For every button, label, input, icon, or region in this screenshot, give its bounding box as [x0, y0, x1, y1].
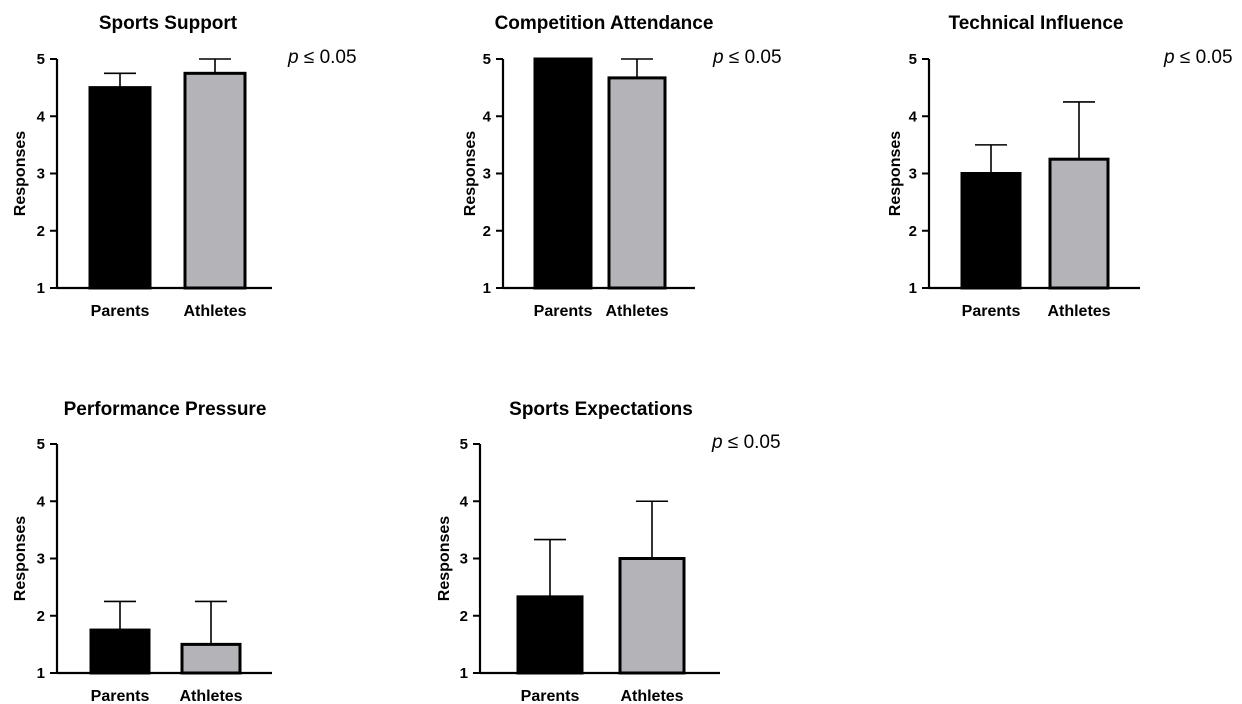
x-category-label: Athletes: [183, 303, 246, 320]
y-axis-title: Responses: [887, 131, 904, 216]
y-tick-label: 4: [37, 108, 46, 125]
y-tick-label: 1: [460, 665, 468, 682]
chart-title: Sports Expectations: [509, 399, 693, 420]
chart-title: Performance Pressure: [64, 399, 267, 420]
y-tick-label: 5: [460, 436, 468, 453]
chart-title: Sports Support: [99, 13, 238, 34]
x-category-label: Athletes: [1047, 303, 1110, 320]
y-tick-label: 2: [909, 223, 917, 240]
bar-parents: [533, 57, 593, 290]
bar-athletes: [618, 557, 686, 675]
x-category-label: Athletes: [179, 688, 242, 704]
significance-annotation: p ≤ 0.05: [712, 47, 782, 68]
y-tick-label: 5: [483, 51, 491, 68]
significance-annotation: p ≤ 0.05: [711, 432, 781, 453]
y-tick-label: 5: [909, 51, 917, 68]
significance-annotation: p ≤ 0.05: [1163, 47, 1233, 68]
chart-panel-4: Performance Pressure 1 2 3 4 5 Responses Parent…: [12, 399, 272, 704]
y-tick-label: 2: [37, 608, 45, 625]
significance-p: p: [712, 47, 724, 68]
y-tick-label: 5: [37, 51, 45, 68]
y-tick-label: 1: [909, 280, 917, 297]
bar-athletes: [1048, 157, 1110, 290]
significance-annotation: p ≤ 0.05: [287, 47, 357, 68]
chart-title: Competition Attendance: [495, 13, 714, 34]
x-category-label: Athletes: [620, 688, 683, 704]
significance-threshold: ≤ 0.05: [1175, 47, 1233, 68]
y-tick-label: 3: [909, 166, 917, 183]
y-axis-title: Responses: [12, 516, 29, 601]
chart-title: Technical Influence: [949, 13, 1124, 34]
significance-p: p: [711, 432, 723, 453]
y-tick-label: 4: [37, 493, 46, 510]
y-tick-label: 1: [37, 280, 45, 297]
y-tick-label: 2: [483, 223, 491, 240]
chart-panel-3: Technical Influence 1 2 3 4 5 Responses Parents…: [887, 13, 1233, 320]
x-category-label: Parents: [91, 688, 150, 704]
significance-p: p: [287, 47, 299, 68]
y-axis-title: Responses: [12, 131, 29, 216]
x-category-label: Athletes: [605, 303, 668, 320]
y-tick-label: 4: [460, 493, 469, 510]
x-category-label: Parents: [962, 303, 1021, 320]
y-tick-label: 1: [37, 665, 45, 682]
bar-parents: [88, 86, 152, 290]
x-category-label: Parents: [534, 303, 593, 320]
y-tick-label: 3: [483, 166, 491, 183]
significance-threshold: ≤ 0.05: [724, 47, 782, 68]
bar-parents: [89, 628, 151, 675]
y-axis-title: Responses: [436, 516, 453, 601]
y-tick-label: 3: [460, 551, 468, 568]
y-tick-label: 5: [37, 436, 45, 453]
bar-parents: [960, 172, 1022, 290]
y-axis-title: Responses: [462, 131, 479, 216]
significance-threshold: ≤ 0.05: [723, 432, 781, 453]
y-tick-label: 4: [483, 108, 492, 125]
bar-athletes: [183, 71, 247, 290]
significance-threshold: ≤ 0.05: [299, 47, 357, 68]
x-category-label: Parents: [521, 688, 580, 704]
chart-panel-2: Competition Attendance 1 2 3 4 5 Responses Pare…: [462, 13, 782, 320]
y-tick-label: 3: [37, 166, 45, 183]
y-tick-label: 3: [37, 551, 45, 568]
y-tick-label: 1: [483, 280, 491, 297]
y-tick-label: 2: [460, 608, 468, 625]
x-category-label: Parents: [91, 303, 150, 320]
bar-parents: [516, 595, 584, 675]
chart-panel-5: Sports Expectations 1 2 3 4 5 Responses Parents…: [436, 399, 781, 704]
bar-athletes: [607, 76, 667, 290]
significance-p: p: [1163, 47, 1175, 68]
y-tick-label: 4: [909, 108, 918, 125]
y-tick-label: 2: [37, 223, 45, 240]
chart-panel-1: Sports Support 1 2 3 4 5 Responses Parents Athle…: [12, 13, 357, 320]
bar-athletes: [180, 642, 242, 675]
